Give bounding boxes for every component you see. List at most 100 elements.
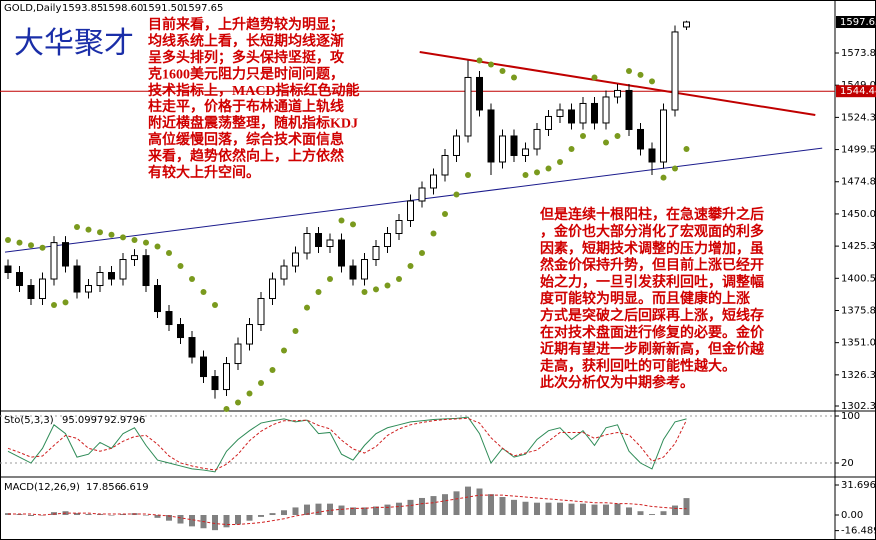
macd-bar <box>465 486 471 516</box>
y-tick-label: 1326.30 <box>841 370 876 381</box>
candle-body <box>338 239 345 267</box>
macd-bar <box>327 503 333 516</box>
sar-dot <box>74 224 80 231</box>
sar-dot <box>557 158 563 165</box>
candle-body <box>430 174 437 189</box>
sar-dot <box>223 406 230 413</box>
panel-title: MACD(12,26,9) <box>4 482 80 493</box>
panel-value: 6.619 <box>120 482 149 493</box>
sar-dot <box>258 380 264 387</box>
candle-body <box>4 265 12 274</box>
candle-body <box>671 31 679 111</box>
sar-dot <box>154 243 161 250</box>
annotation: 但是连续十根阳柱，在急速攀升之后 <box>539 206 764 223</box>
macd-bar <box>649 514 655 516</box>
trend-line <box>4 147 823 253</box>
sar-dot <box>97 229 103 236</box>
candle-body <box>499 135 506 163</box>
candle-body <box>614 89 621 98</box>
y-tick-label: 1474.80 <box>841 177 876 188</box>
macd-bar <box>453 491 460 516</box>
ohlc-label: 1591.50 <box>142 3 183 14</box>
candle-body <box>602 96 610 124</box>
y-tick-label: 0.00 <box>841 510 863 521</box>
sar-dot <box>499 67 506 74</box>
candle-body <box>303 233 311 254</box>
macd-bar <box>580 503 586 516</box>
macd-bar <box>603 504 609 516</box>
chart-title: GOLD,Daily <box>4 3 61 14</box>
candle-body <box>154 285 161 313</box>
y-tick-label: 1450.05 <box>841 209 876 220</box>
candle-body <box>568 109 575 124</box>
candle-body <box>200 356 207 378</box>
sar-dot <box>591 74 598 81</box>
annotation: 附近横盘震荡整理，随机指标KDJ <box>148 115 358 132</box>
annotation: 呈多头排列；多头保持坚挺，攻 <box>148 49 345 66</box>
price-box-label: 1544.44 <box>840 86 876 97</box>
price-box <box>836 16 876 29</box>
annotation: 技术指标上，MACD指标红色动能 <box>148 82 360 99</box>
macd-bar <box>74 513 80 516</box>
annotation: ，金价也大部分消化了宏观面的利多 <box>540 223 764 240</box>
sar-dot <box>407 263 414 270</box>
macd-bar <box>28 515 34 516</box>
macd-bar <box>154 515 161 518</box>
candle-body <box>269 278 276 300</box>
candle-body <box>648 148 656 163</box>
sar-dot <box>465 171 471 178</box>
y-tick-label: 1351.05 <box>841 338 876 349</box>
macd-bar <box>361 507 368 516</box>
macd-bar <box>614 503 621 516</box>
sar-dot <box>85 226 92 233</box>
sar-dot <box>189 276 195 283</box>
macd-bar <box>476 488 483 516</box>
candle-body <box>280 265 288 280</box>
watermark: 大华聚才 <box>14 27 134 60</box>
macd-bar <box>350 507 356 516</box>
macd-bar <box>568 503 575 516</box>
sar-dot <box>522 171 529 178</box>
candle-body <box>476 76 483 111</box>
candle-body <box>395 220 403 235</box>
macd-bar <box>85 514 92 516</box>
macd-bar <box>591 504 598 516</box>
sar-dot <box>200 289 207 296</box>
macd-bar <box>683 498 690 516</box>
macd-bar <box>177 515 184 524</box>
candle-body <box>510 135 518 156</box>
macd-bar <box>212 515 218 531</box>
macd-bar <box>304 504 310 516</box>
y-tick-label: -16.489 <box>841 526 876 537</box>
sar-dot <box>131 237 138 244</box>
candle-body <box>522 148 529 156</box>
candle-body <box>142 255 150 287</box>
sar-dot <box>419 250 425 257</box>
macd-bar <box>281 510 287 516</box>
sar-dot <box>5 237 11 244</box>
macd-bar <box>442 494 448 516</box>
sar-dot <box>281 347 287 354</box>
sar-dot <box>143 239 149 246</box>
candle-body <box>131 255 138 261</box>
annotation: 有较大上升空间。 <box>148 164 260 181</box>
candle-body <box>556 109 564 117</box>
macd-bar <box>108 515 115 516</box>
candle-body <box>660 109 667 163</box>
annotation: 柱走平，价格于布林通道上轨线 <box>148 98 344 115</box>
macd-bar <box>246 515 253 521</box>
annotation: 始之力，一旦引发获利回吐，调整幅 <box>540 273 764 290</box>
annotation: 近期有望进一步刷新新高，但金价越 <box>540 341 765 358</box>
trend-line <box>419 50 816 117</box>
panel-value: 95.0997 <box>62 415 103 426</box>
candle-body <box>407 200 414 222</box>
signal-line <box>8 494 687 525</box>
candle-body <box>441 154 449 176</box>
macd-bar <box>545 502 552 516</box>
stochastic-line <box>7 417 687 471</box>
candle-body <box>579 102 587 124</box>
candle-body <box>165 311 173 326</box>
sar-dot <box>488 61 494 68</box>
candle-body <box>545 115 552 130</box>
macd-bar <box>672 505 678 516</box>
